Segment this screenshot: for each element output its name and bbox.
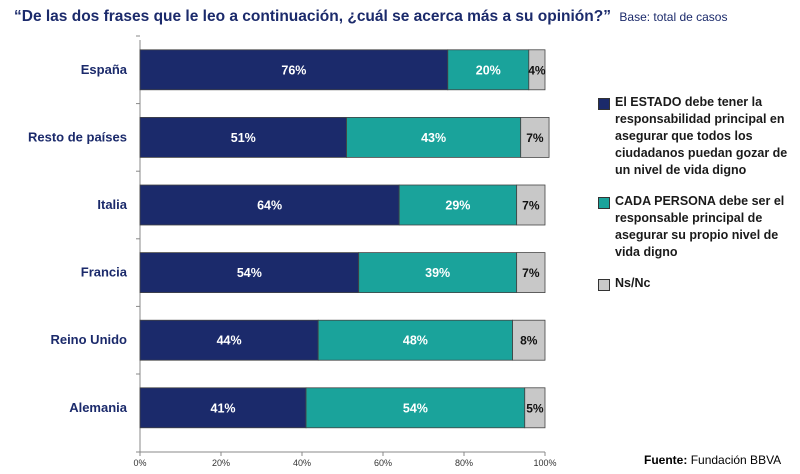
data-label: 4%: [528, 63, 546, 77]
legend-label-estado: El ESTADO debe tener la responsabilidad …: [615, 95, 788, 177]
bar-segment: [317, 319, 514, 361]
category-label: Italia: [97, 197, 127, 212]
x-tick-label: 40%: [293, 458, 311, 468]
legend-label-persona: CADA PERSONA debe ser el responsable pri…: [615, 194, 785, 259]
legend-item-nsnc: Ns/Nc: [598, 275, 796, 292]
legend-swatch-estado: [598, 98, 610, 110]
bar-segment: [524, 387, 546, 429]
data-label: 48%: [403, 334, 428, 348]
bar-segment: [358, 252, 518, 294]
x-tick-label: 100%: [533, 458, 556, 468]
data-label: 43%: [421, 131, 446, 145]
x-tick-label: 60%: [374, 458, 392, 468]
data-label: 54%: [403, 401, 428, 415]
legend-swatch-persona: [598, 197, 610, 209]
category-label: Resto de países: [28, 129, 127, 144]
source-note: Fuente: Fundación BBVA: [644, 453, 781, 467]
data-label: 5%: [526, 401, 544, 415]
source-label: Fuente:: [644, 453, 688, 467]
bar-segment: [516, 184, 546, 226]
chart-legend: El ESTADO debe tener la responsabilidad …: [598, 94, 796, 306]
category-label: Francia: [81, 265, 128, 280]
bar-segment: [139, 49, 449, 91]
data-label: 7%: [522, 266, 540, 280]
source-value: Fundación BBVA: [690, 453, 782, 467]
data-label: 76%: [281, 63, 306, 77]
legend-swatch-nsnc: [598, 279, 610, 291]
legend-label-nsnc: Ns/Nc: [615, 276, 651, 290]
category-label: Reino Unido: [50, 332, 127, 347]
bar-segment: [520, 117, 550, 158]
data-label: 41%: [211, 401, 236, 415]
data-label: 8%: [520, 334, 538, 348]
bar-segment: [528, 49, 546, 91]
x-tick-label: 0%: [133, 458, 146, 468]
legend-item-estado: El ESTADO debe tener la responsabilidad …: [598, 94, 796, 179]
data-label: 44%: [217, 334, 242, 348]
chart-subtitle: Base: total de casos: [619, 10, 728, 24]
chart-title-row: “De las dos frases que le leo a continua…: [14, 8, 794, 26]
data-label: 54%: [237, 266, 262, 280]
bar-segment: [398, 184, 518, 226]
data-label: 7%: [522, 199, 540, 213]
bar-segment: [139, 184, 400, 226]
data-label: 7%: [526, 131, 544, 145]
x-tick-label: 80%: [455, 458, 473, 468]
data-label: 39%: [425, 266, 450, 280]
data-label: 20%: [476, 63, 501, 77]
data-label: 29%: [445, 199, 470, 213]
bar-segment: [305, 387, 526, 429]
bar-segment: [139, 387, 307, 429]
bar-segment: [139, 319, 319, 361]
bar-segment: [512, 319, 546, 361]
chart-title: “De las dos frases que le leo a continua…: [14, 8, 611, 25]
bar-segment: [447, 49, 530, 91]
data-label: 51%: [231, 131, 256, 145]
category-label: España: [81, 62, 128, 77]
x-tick-label: 20%: [212, 458, 230, 468]
bar-segment: [516, 252, 546, 294]
category-label: Alemania: [69, 400, 128, 415]
data-label: 64%: [257, 199, 282, 213]
bar-segment: [139, 252, 360, 294]
legend-item-persona: CADA PERSONA debe ser el responsable pri…: [598, 193, 796, 261]
